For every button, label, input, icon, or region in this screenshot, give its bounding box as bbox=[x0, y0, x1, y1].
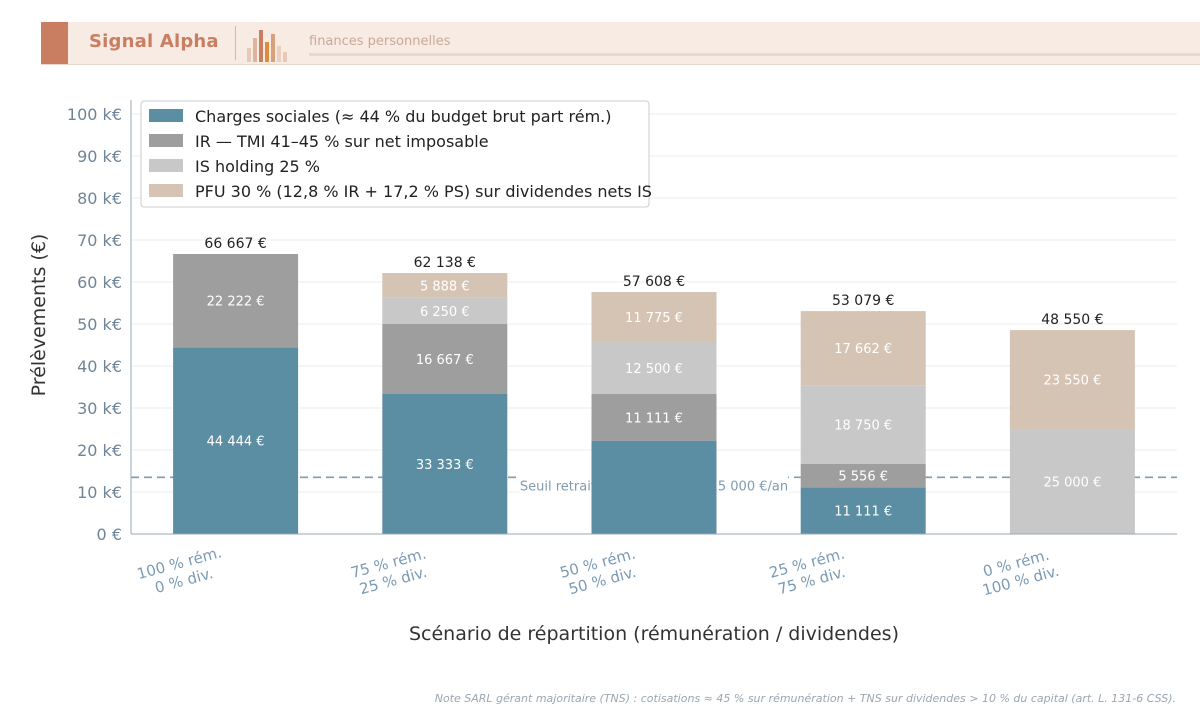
bar-segment bbox=[800, 385, 926, 464]
x-tick-label: 100 % rém.0 % div. bbox=[135, 543, 224, 597]
bar-total-label: 53 079 € bbox=[832, 293, 894, 309]
bar-total-label: 57 608 € bbox=[623, 274, 685, 290]
stacked-bar-chart: Seuil retraite min. : 12 000 – 15 000 €/… bbox=[28, 100, 1177, 645]
x-tick-label: 50 % rém.50 % div. bbox=[558, 544, 638, 598]
axes bbox=[130, 100, 1177, 535]
bar-segment bbox=[591, 440, 717, 534]
segment-value-label: 11 111 € bbox=[625, 411, 683, 426]
legend-frame bbox=[140, 100, 650, 208]
segment-value-label: 17 662 € bbox=[834, 342, 892, 357]
banner-divider bbox=[235, 26, 236, 60]
x-tick-labels: 100 % rém.0 % div. 75 % rém.25 % div. 50 %… bbox=[135, 543, 1061, 600]
y-axis-label: Prélèvements (€) bbox=[28, 234, 50, 397]
y-tick-label: 10 k€ bbox=[77, 483, 122, 502]
y-tick-labels: 0 € 10 k€ 20 k€ 30 k€ 40 k€ 50 k€ 60 k€ 70 k€ 80… bbox=[67, 105, 122, 544]
segment-value-label: 18 750 € bbox=[834, 419, 892, 434]
legend-entry: IR — TMI 41–45 % sur net imposable bbox=[195, 132, 489, 151]
bar-segment bbox=[1009, 330, 1135, 429]
x-axis-label: Scénario de répartition (rémunération / … bbox=[409, 623, 899, 645]
legend-entry: PFU 30 % (12,8 % IR + 17,2 % PS) sur div… bbox=[195, 182, 652, 201]
legend-entry: Charges sociales (≈ 44 % du budget brut … bbox=[195, 107, 612, 126]
legend-entry: IS holding 25 % bbox=[195, 157, 320, 176]
legend-swatch bbox=[149, 109, 183, 122]
bar-segment bbox=[382, 273, 508, 298]
legend: Charges sociales (≈ 44 % du budget brut … bbox=[140, 100, 652, 208]
segment-value-label: 25 000 € bbox=[1043, 476, 1101, 491]
segment-value-label: 12 500 € bbox=[625, 362, 683, 377]
segment-value-label: 11 111 € bbox=[834, 505, 892, 520]
bar-segment bbox=[591, 292, 717, 342]
y-tick-label: 30 k€ bbox=[77, 399, 122, 418]
bar-segment bbox=[800, 311, 926, 386]
brand-name: Signal Alpha bbox=[89, 31, 219, 52]
segment-value-label: 33 333 € bbox=[416, 458, 474, 473]
segment-value-label: 16 667 € bbox=[416, 353, 474, 368]
bars: 44 444 € 22 222 € 66 667 € 33 333 € 16 667 €… bbox=[173, 236, 1135, 534]
bar-total-label: 66 667 € bbox=[204, 236, 266, 252]
tagline: finances personnelles bbox=[309, 34, 451, 49]
banner-accent-block bbox=[41, 22, 68, 64]
x-tick-label: 75 % rém.25 % div. bbox=[349, 544, 429, 598]
y-tick-label: 90 k€ bbox=[77, 147, 122, 166]
y-tick-label: 80 k€ bbox=[77, 189, 122, 208]
bar-segment bbox=[382, 394, 508, 534]
bar-segment bbox=[591, 341, 717, 395]
segment-value-label: 22 222 € bbox=[207, 295, 265, 310]
y-tick-label: 100 k€ bbox=[67, 105, 122, 124]
segment-value-label: 23 550 € bbox=[1043, 374, 1101, 389]
y-tick-label: 50 k€ bbox=[77, 315, 122, 334]
tagline-underline bbox=[309, 53, 1200, 56]
bar-segment bbox=[382, 297, 508, 324]
bar-segment bbox=[173, 254, 299, 348]
segment-value-label: 11 775 € bbox=[625, 311, 683, 326]
legend-swatch bbox=[149, 134, 183, 147]
bar-segment bbox=[173, 347, 299, 534]
bar-segment bbox=[800, 463, 926, 488]
bar-segment bbox=[800, 487, 926, 534]
x-tick-label: 25 % rém.75 % div. bbox=[767, 544, 847, 598]
segment-value-label: 44 444 € bbox=[207, 435, 265, 450]
legend-swatch bbox=[149, 184, 183, 197]
segment-value-label: 6 250 € bbox=[420, 305, 470, 320]
x-tick-label: 0 % rém.100 % div. bbox=[980, 546, 1061, 600]
y-tick-label: 60 k€ bbox=[77, 273, 122, 292]
footnote: Note SARL gérant majoritaire (TNS) : cot… bbox=[434, 692, 1176, 705]
bar-total-label: 62 138 € bbox=[414, 255, 476, 271]
y-tick-label: 70 k€ bbox=[77, 231, 122, 250]
segment-value-label: 5 888 € bbox=[420, 279, 470, 294]
bar-segment bbox=[1009, 429, 1135, 534]
bar-segment bbox=[382, 324, 508, 395]
bar-chart-logo-icon bbox=[247, 26, 293, 62]
legend-swatch bbox=[149, 159, 183, 172]
y-tick-label: 0 € bbox=[97, 525, 122, 544]
y-tick-label: 20 k€ bbox=[77, 441, 122, 460]
y-tick-label: 40 k€ bbox=[77, 357, 122, 376]
bar-total-label: 48 550 € bbox=[1041, 312, 1103, 328]
header-banner: Signal Alpha finances personnelles bbox=[41, 22, 1200, 65]
bar-segment bbox=[591, 394, 717, 441]
segment-value-label: 5 556 € bbox=[838, 470, 888, 485]
